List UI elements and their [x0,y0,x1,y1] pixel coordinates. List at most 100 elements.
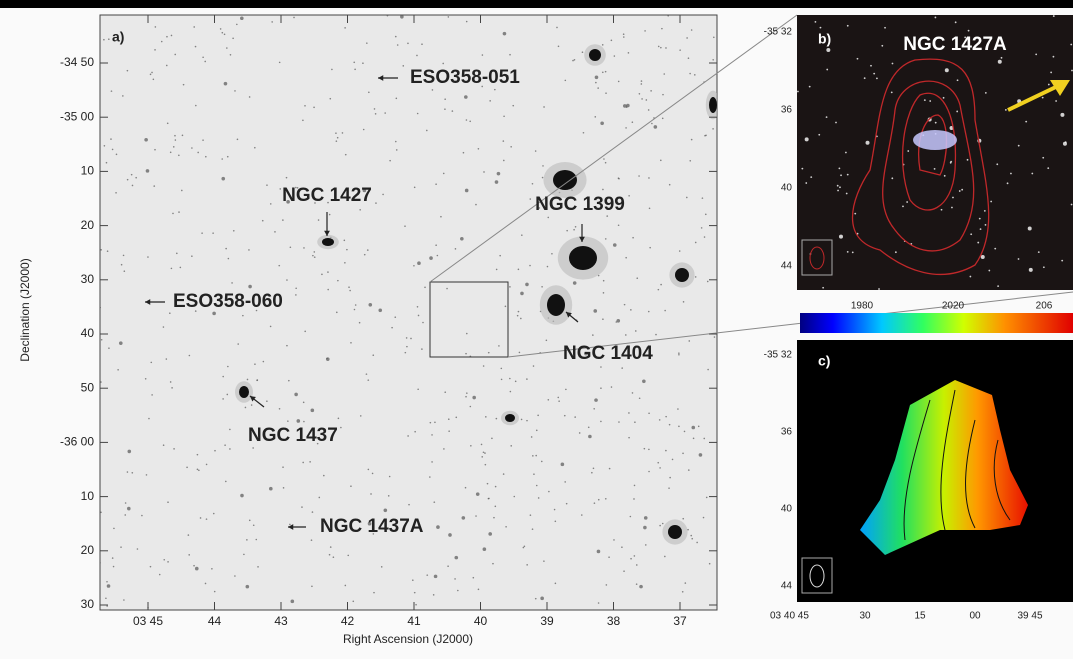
star [536,430,538,432]
x-tick-label: 03 45 [133,614,163,628]
galaxy [322,238,334,246]
star [362,62,364,64]
star [391,327,393,329]
star [426,574,428,576]
star [510,391,512,393]
star [997,285,999,287]
star [866,141,870,145]
star [634,485,636,487]
star [483,451,485,453]
star [668,487,670,489]
star [289,524,291,526]
star [182,135,184,137]
object-label: NGC 1427 [282,185,372,206]
star [648,311,650,313]
star [543,560,545,562]
star [104,145,106,147]
star [605,71,607,73]
star [706,497,708,499]
y-tick-label: 36 [781,427,793,438]
star [891,177,893,179]
star [648,449,650,451]
star [602,71,604,73]
star [225,248,227,250]
star [127,507,131,511]
star [659,419,661,421]
star [395,141,397,143]
star [1042,157,1044,159]
star [151,394,153,396]
star [180,267,182,269]
star [525,283,529,287]
star [838,168,840,170]
star [959,190,961,192]
star [663,73,665,75]
star [667,15,669,17]
star [309,461,311,463]
star [950,161,952,163]
star [243,554,245,556]
star [171,268,173,270]
star [994,248,996,250]
star [695,276,697,278]
star [282,466,284,468]
star [384,112,386,114]
star [606,215,608,217]
star [495,486,497,488]
star [405,352,407,354]
star [655,334,657,336]
star [434,421,436,423]
star [603,158,605,160]
star [672,459,674,461]
star [625,334,627,336]
star [436,525,440,529]
star [660,284,662,286]
star [355,304,357,306]
star [173,448,175,450]
star [470,406,472,408]
y-tick-label: 40 [81,326,95,340]
star [826,69,828,71]
star [662,118,664,120]
star [226,47,228,49]
star [678,426,680,428]
star [432,89,434,91]
star [945,68,949,72]
star [359,209,361,211]
star [535,598,537,600]
star [312,255,314,257]
star [658,46,660,48]
star [602,318,604,320]
star [465,487,467,489]
star [688,340,690,342]
star [414,187,416,189]
star [968,30,970,32]
star [646,99,648,101]
star [446,288,448,290]
star [818,134,820,136]
star [499,255,501,257]
star [1010,173,1012,175]
star [416,55,418,57]
star [252,447,254,449]
star [701,227,703,229]
star [564,481,566,483]
star [713,36,715,38]
star [503,473,505,475]
star [372,473,374,475]
star [574,59,576,61]
star [447,565,449,567]
star [421,348,423,350]
star [639,585,643,589]
star [547,217,549,219]
star [476,492,480,496]
star [303,421,305,423]
star [346,249,348,251]
star [602,44,604,46]
star [345,154,347,156]
star [448,418,450,420]
star [705,135,707,137]
y-tick-label: 44 [781,581,793,592]
y-tick-label: -35 32 [764,27,793,38]
star [202,139,204,141]
